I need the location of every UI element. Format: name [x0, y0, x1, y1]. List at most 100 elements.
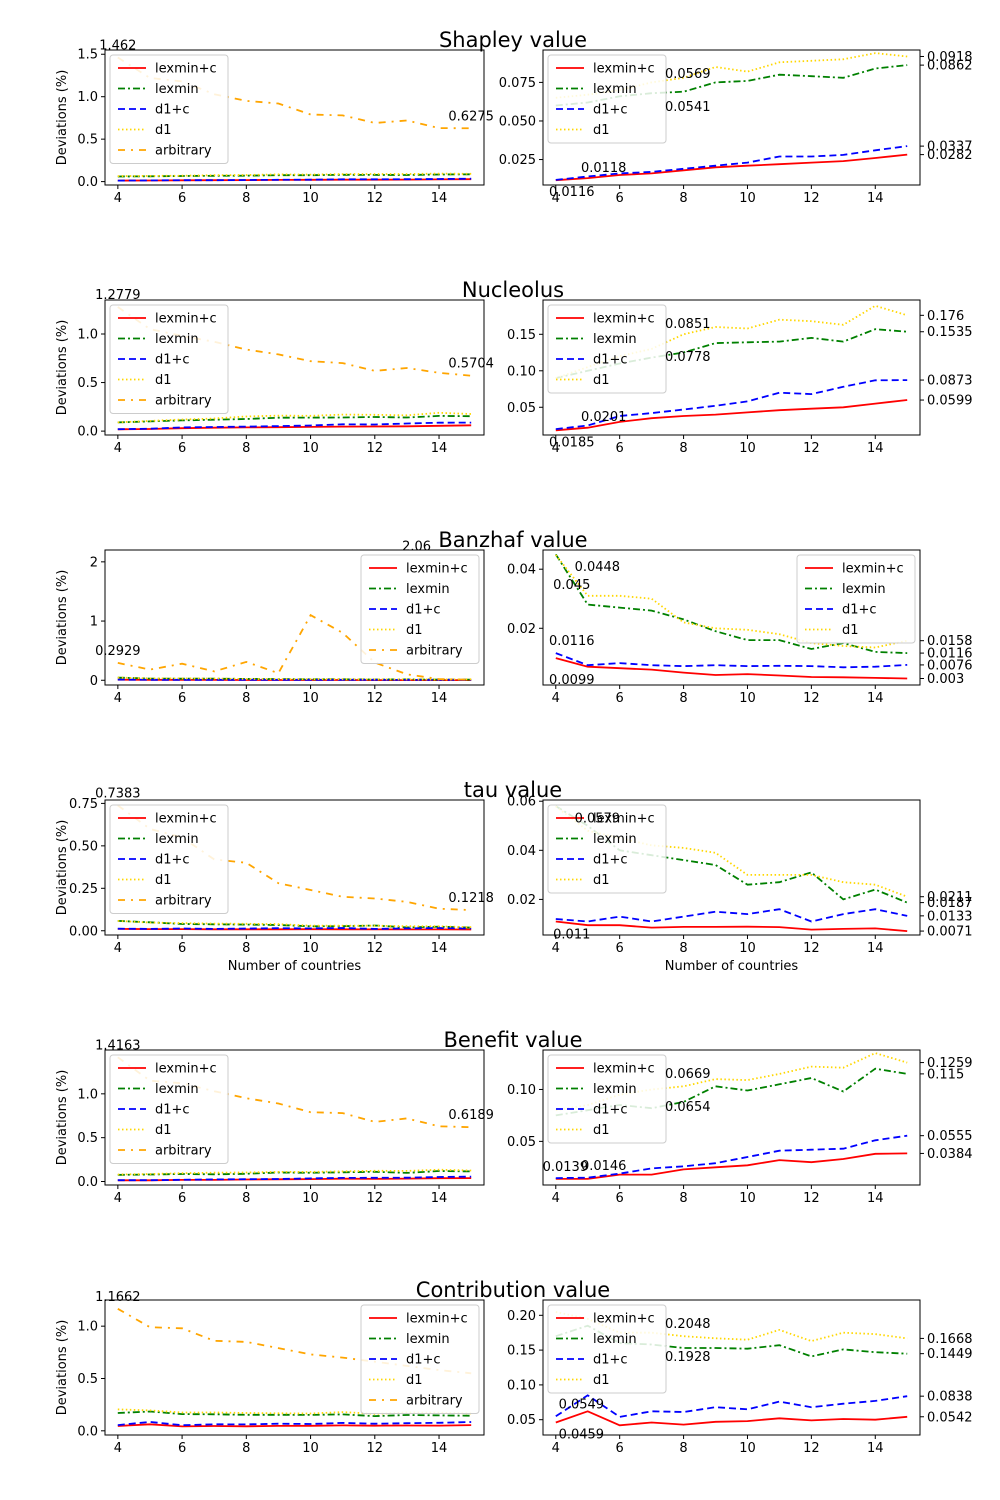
legend-label: d1+c: [406, 1353, 441, 1368]
annotation-label: 0.0116: [549, 185, 595, 200]
y-tick-label: 0.75: [69, 797, 98, 812]
y-tick-label: 1.0: [77, 90, 98, 105]
annotation-label: 0.0654: [665, 1100, 711, 1115]
x-tick-label: 12: [803, 1191, 820, 1206]
annotation-label: 0.6189: [448, 1108, 494, 1123]
legend-box: [547, 304, 667, 394]
x-tick-label: 14: [867, 1191, 884, 1206]
right-value-label: 0.0282: [927, 148, 973, 163]
series-line-lexmin: [117, 1410, 472, 1418]
y-tick-label: 0.15: [507, 1344, 536, 1359]
y-tick-label: 0.0: [77, 425, 98, 440]
right-value-label: 0.1535: [927, 325, 973, 340]
y-tick-label: 0.0: [77, 1175, 98, 1190]
x-tick-label: 14: [867, 941, 884, 956]
annotation-label: 1.4163: [95, 1038, 141, 1053]
plot-frame: [542, 1049, 921, 1186]
x-tick-label: 10: [302, 1191, 319, 1206]
y-tick-label: 0.02: [507, 893, 536, 908]
x-tick-label: 14: [431, 691, 448, 706]
right-value-label: 0.0873: [927, 374, 973, 389]
row-title: Shapley value: [439, 28, 587, 52]
x-tick-label: 6: [616, 191, 624, 206]
legend: lexmin+c lexmin d1+c d1 arbitrary: [109, 54, 229, 164]
legend-label: arbitrary: [406, 644, 463, 659]
legend-label: d1: [593, 1373, 610, 1388]
legend-label: d1+c: [155, 1103, 190, 1118]
x-tick-label: 12: [803, 691, 820, 706]
y-tick-label: 0.075: [499, 76, 536, 91]
x-tick-label: 8: [679, 191, 687, 206]
series-line-arbitrary: [117, 1308, 472, 1375]
annotation-label: 0.1928: [665, 1350, 711, 1365]
x-tick-label: 4: [552, 941, 560, 956]
legend-label: d1: [406, 623, 423, 638]
x-tick-label: 6: [178, 441, 186, 456]
legend-label: lexmin: [406, 582, 450, 597]
right-value-label: 0.0555: [927, 1129, 973, 1144]
legend-label: d1+c: [593, 853, 628, 868]
series-line-lexmin: [555, 64, 908, 107]
legend-label: d1+c: [155, 353, 190, 368]
x-tick-label: 14: [867, 691, 884, 706]
series-line-d1+c: [117, 421, 472, 431]
chart-left-panel-2: 4 6 8 10 12 14 0.0 0.5 1.0 Deviations (%) lexmin+c…: [55, 288, 494, 456]
annotation-label: 0.6275: [448, 109, 494, 124]
plot-frame: [542, 799, 921, 936]
legend-label: lexmin: [593, 332, 637, 347]
x-tick-label: 10: [739, 941, 756, 956]
y-tick-label: 0.00: [69, 924, 98, 939]
y-tick-label: 0.0: [77, 175, 98, 190]
legend-label: d1: [155, 873, 172, 888]
row-title: tau value: [464, 778, 562, 802]
row-title: Nucleolus: [462, 278, 564, 302]
x-tick-label: 4: [552, 441, 560, 456]
x-tick-label: 4: [552, 691, 560, 706]
annotation-label: 0.0448: [575, 560, 621, 575]
series-line-d1+c: [555, 379, 908, 430]
right-value-label: 0.0542: [927, 1410, 973, 1425]
chart-right-panel-4: 4 6 8 10 12 14 0.02 0.04 0.06 Number of countries…: [507, 795, 972, 974]
annotation-label: 0.0116: [549, 634, 595, 649]
annotation-label: 0.7383: [95, 786, 141, 801]
y-tick-label: 1.0: [77, 1087, 98, 1102]
y-tick-label: 0.5: [77, 1131, 98, 1146]
x-tick-label: 6: [178, 941, 186, 956]
series-line-d1: [555, 805, 908, 898]
annotation-label: 0.1218: [448, 891, 494, 906]
annotation-label: 1.2779: [95, 288, 141, 303]
legend-box: [360, 1304, 480, 1414]
x-tick-label: 14: [431, 1441, 448, 1456]
annotation-label: 0.0549: [559, 1397, 605, 1412]
x-tick-label: 4: [114, 191, 122, 206]
y-tick-label: 0: [90, 674, 98, 689]
x-tick-label: 8: [242, 1441, 250, 1456]
legend-label: lexmin: [155, 82, 199, 97]
legend-label: lexmin: [155, 332, 199, 347]
series-line-d1+c: [555, 652, 908, 669]
legend-label: d1+c: [593, 1353, 628, 1368]
legend-label: lexmin: [593, 1332, 637, 1347]
y-tick-label: 0.5: [77, 133, 98, 148]
x-tick-label: 10: [739, 691, 756, 706]
y-tick-label: 0.5: [77, 376, 98, 391]
x-tick-label: 12: [367, 1441, 384, 1456]
y-tick-label: 0.10: [507, 1378, 536, 1393]
x-tick-label: 4: [114, 941, 122, 956]
annotation-label: 0.0459: [559, 1428, 605, 1443]
legend-label: d1: [406, 1373, 423, 1388]
legend-label: lexmin+c: [406, 562, 468, 577]
plot-frame: [104, 549, 485, 686]
annotation-label: 0.0579: [575, 811, 621, 826]
right-value-label: 0.0838: [927, 1390, 973, 1405]
annotation-label: 0.0669: [665, 1067, 711, 1082]
legend: lexmin+c lexmin d1+c d1: [547, 804, 667, 894]
series-line-d1+c: [555, 1134, 908, 1179]
y-tick-label: 1.0: [77, 1320, 98, 1335]
x-tick-label: 10: [739, 1191, 756, 1206]
x-tick-label: 4: [114, 1191, 122, 1206]
legend: lexmin+c lexmin d1+c d1: [547, 1054, 667, 1144]
annotation-label: 0.0851: [665, 317, 711, 332]
x-tick-label: 10: [302, 441, 319, 456]
